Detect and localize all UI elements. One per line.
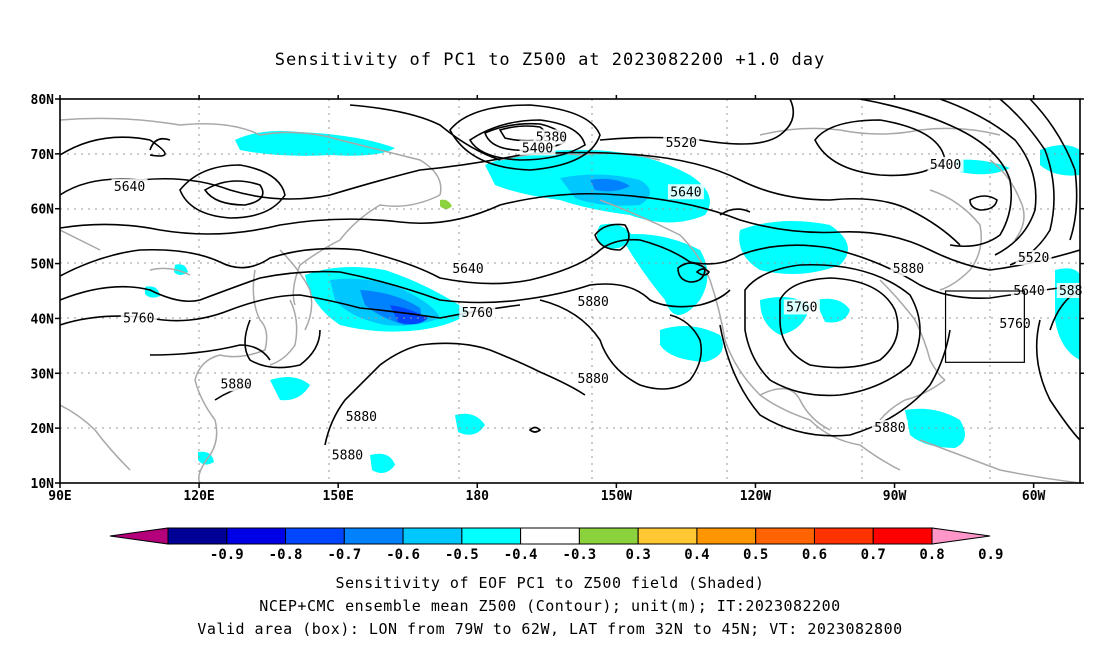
contour-label: 588 — [1056, 283, 1085, 299]
colorbar-segment — [872, 527, 933, 545]
svg-text:5880: 5880 — [346, 410, 377, 425]
lat-tick-label: 60N — [31, 203, 55, 218]
coastlines — [60, 117, 1080, 483]
lon-tick-label: 150E — [323, 489, 354, 504]
contour-label: 5760 — [120, 310, 157, 326]
sensitivity-shading — [145, 131, 1080, 474]
svg-text:5640: 5640 — [670, 185, 701, 200]
contour-label: 5880 — [343, 409, 380, 425]
lon-tick-label: 120W — [740, 489, 771, 504]
colorbar-label: 0.3 — [626, 547, 651, 563]
colorbar-segment — [578, 527, 639, 545]
contour-label: 5880 — [890, 261, 927, 277]
valid-area-box — [944, 290, 1025, 363]
lon-tick-label: 60W — [1022, 489, 1046, 504]
contour-label: 5880 — [329, 447, 366, 464]
z500-contours — [60, 99, 1080, 446]
colorbar-segment — [285, 527, 345, 545]
lat-lon-grid — [60, 99, 1080, 483]
svg-text:5880: 5880 — [578, 295, 609, 310]
colorbar-segment — [755, 527, 815, 545]
svg-text:5640: 5640 — [452, 262, 483, 277]
svg-text:5640: 5640 — [1013, 284, 1044, 299]
colorbar-label: 0.8 — [919, 547, 944, 563]
lat-tick-label: 10N — [31, 477, 55, 492]
colorbar-low-end — [109, 527, 169, 545]
svg-text:5520: 5520 — [1018, 251, 1049, 266]
colorbar-segment — [402, 527, 463, 545]
colorbar-label: -0.3 — [563, 547, 597, 563]
contour-label: 5880 — [218, 376, 255, 392]
colorbar-segment — [520, 527, 580, 545]
svg-text:5760: 5760 — [786, 300, 817, 315]
lon-tick-label: 180 — [466, 489, 490, 504]
svg-text:5640: 5640 — [114, 180, 145, 195]
map-frame — [59, 98, 1081, 484]
colorbar-label: -0.6 — [386, 547, 420, 563]
lat-tick-label: 30N — [31, 367, 55, 382]
svg-text:5760: 5760 — [462, 306, 493, 321]
contour-label: 5760 — [783, 299, 820, 315]
colorbar: -0.9 -0.8 -0.7 -0.6 -0.5 -0.4 -0.3 0.3 0.4 0.5 0.6… — [109, 527, 1003, 563]
contour-label: 5880 — [575, 370, 612, 387]
contour-label: 5640 — [111, 178, 148, 195]
contour-label: 5640 — [667, 184, 704, 200]
colorbar-high-end — [931, 527, 991, 545]
lat-tick-label: 50N — [31, 258, 55, 273]
lon-tick-label: 150W — [601, 489, 632, 504]
map-title: Sensitivity of PC1 to Z500 at 2023082200… — [274, 50, 826, 70]
svg-text:588: 588 — [1059, 284, 1082, 299]
svg-text:5760: 5760 — [999, 317, 1030, 332]
colorbar-label: -0.8 — [269, 547, 303, 563]
contour-label: 5760 — [997, 315, 1034, 332]
contour-label: 5400 — [519, 140, 556, 156]
lat-tick-label: 80N — [31, 93, 55, 108]
contour-label: 5640 — [1011, 283, 1047, 299]
svg-text:5880: 5880 — [893, 262, 924, 277]
lon-tick-label: 90E — [48, 489, 71, 504]
colorbar-label: -0.7 — [327, 547, 361, 563]
svg-text:5880: 5880 — [578, 372, 609, 387]
svg-text:5880: 5880 — [221, 377, 252, 392]
colorbar-segment — [696, 527, 757, 545]
contour-label: 5880 — [871, 420, 908, 436]
caption-shading: Sensitivity of EOF PC1 to Z500 field (Sh… — [335, 574, 765, 592]
colorbar-segment — [343, 527, 404, 545]
lat-tick-label: 40N — [31, 312, 55, 327]
colorbar-label: -0.5 — [445, 547, 479, 563]
svg-text:5880: 5880 — [874, 421, 905, 436]
lat-tick-label: 20N — [31, 422, 55, 437]
svg-text:5760: 5760 — [123, 311, 154, 326]
colorbar-segment — [167, 527, 228, 545]
contour-label: 5520 — [663, 134, 700, 151]
axis-ticks — [55, 95, 1084, 488]
colorbar-label: -0.4 — [504, 547, 538, 563]
svg-text:5400: 5400 — [522, 141, 553, 156]
colorbar-segment — [637, 527, 698, 545]
contour-label: 5760 — [459, 304, 496, 321]
colorbar-segment — [813, 527, 874, 545]
contour-label: 5520 — [1015, 250, 1052, 266]
colorbar-label: 0.9 — [978, 547, 1003, 563]
colorbar-label: 0.6 — [802, 547, 827, 563]
colorbar-label: -0.9 — [210, 547, 244, 563]
svg-text:5880: 5880 — [332, 449, 363, 464]
caption-contour: NCEP+CMC ensemble mean Z500 (Contour); u… — [259, 597, 841, 615]
lon-tick-label: 120E — [183, 489, 214, 504]
svg-text:5520: 5520 — [666, 136, 697, 151]
colorbar-label: 0.5 — [743, 547, 768, 563]
svg-text:5400: 5400 — [930, 158, 961, 173]
contour-label: 5640 — [450, 261, 486, 277]
contour-label: 5880 — [575, 293, 612, 310]
colorbar-segment — [461, 527, 522, 545]
colorbar-label: 0.7 — [861, 547, 886, 563]
axis-labels: 90E 120E 150E 180 150W 120W 90W 60W 80N 70N 60N 50N… — [31, 93, 1046, 504]
colorbar-label: 0.4 — [684, 547, 709, 563]
caption-valid-area: Valid area (box): LON from 79W to 62W, L… — [197, 620, 903, 638]
contour-label: 5400 — [927, 156, 964, 173]
lat-tick-label: 70N — [31, 148, 55, 163]
lon-tick-label: 90W — [883, 489, 907, 504]
colorbar-segment — [226, 527, 287, 545]
